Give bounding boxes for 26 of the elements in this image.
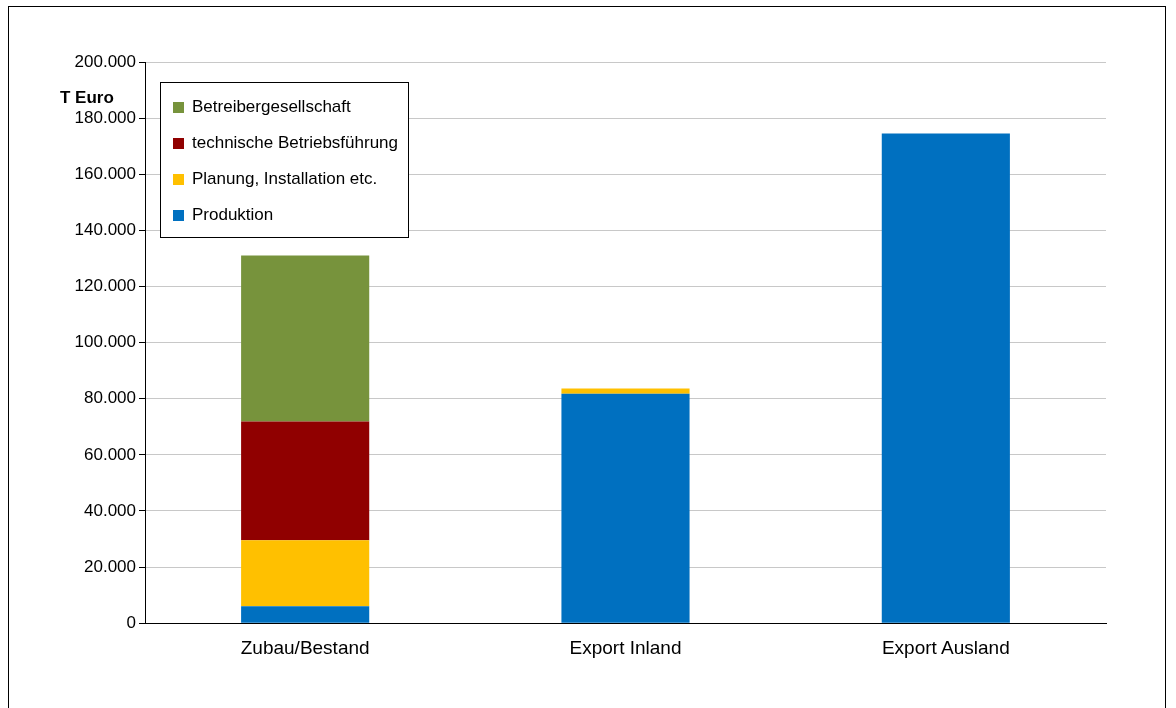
y-tick-label: 120.000: [74, 276, 136, 296]
bar: [241, 540, 370, 607]
y-tick-label: 40.000: [84, 500, 136, 520]
y-tick-label: 80.000: [84, 388, 136, 408]
x-tick-label: Zubau/Bestand: [240, 636, 370, 658]
x-tick-label: Export Inland: [569, 636, 682, 658]
y-tick-label: 20.000: [84, 556, 136, 576]
y-tick-label: 60.000: [84, 444, 136, 464]
y-tick-label: 140.000: [74, 220, 136, 240]
y-axis-title: T Euro: [60, 88, 114, 108]
legend-label: Planung, Installation etc.: [192, 169, 378, 189]
y-tick-label: 160.000: [74, 163, 136, 183]
y-tick-label: 0: [126, 612, 136, 632]
legend-label: technische Betriebsführung: [192, 133, 399, 153]
bar: [241, 421, 370, 541]
y-tick-label: 180.000: [74, 107, 136, 127]
legend-label: Produktion: [192, 205, 274, 225]
bar: [561, 393, 690, 623]
bar: [561, 388, 690, 394]
y-tick-label: 100.000: [74, 332, 136, 352]
x-tick-label: Export Ausland: [881, 636, 1010, 658]
bar: [241, 606, 370, 623]
legend-label: Betreibergesellschaft: [192, 97, 351, 117]
bar: [881, 133, 1010, 623]
y-tick-label: 200.000: [74, 51, 136, 71]
bar: [241, 255, 370, 422]
